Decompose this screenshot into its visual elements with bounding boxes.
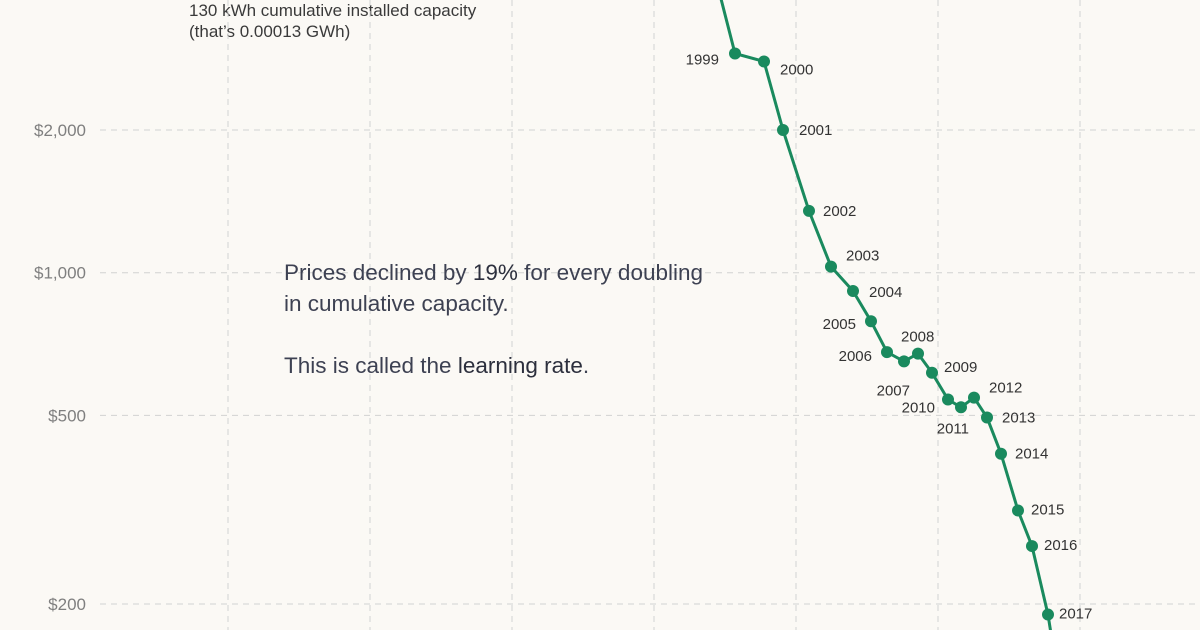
year-label-2013: 2013 [1002,409,1035,426]
year-label-1999: 1999 [686,52,719,69]
year-label-2002: 2002 [823,203,856,220]
year-label-2017: 2017 [1059,606,1092,623]
data-point-2017 [1042,608,1054,621]
data-point-2001 [777,124,789,136]
data-point-2008 [912,347,924,360]
data-point-2010 [942,393,954,406]
data-point-2005 [865,315,877,328]
y-tick-label-0: $2,000 [34,121,86,140]
year-label-2007: 2007 [877,382,910,399]
top-note-line2: (that’s 0.00013 GWh) [189,22,351,41]
data-point-2007 [898,355,910,368]
year-label-2011: 2011 [937,420,969,437]
data-point-2002 [803,204,815,217]
year-label-2014: 2014 [1015,446,1048,463]
data-point-1999 [729,47,741,60]
data-point-2016 [1026,540,1038,553]
y-tick-label-1: $1,000 [34,264,86,283]
data-point-2006 [881,346,893,359]
data-point-2012 [968,391,980,404]
year-label-2016: 2016 [1044,537,1077,554]
annotation-rate-value: 19% [472,260,518,285]
series-line [719,0,1052,630]
data-point-2013 [981,411,993,424]
annotation-line1-suffix: for every doubling [517,260,704,285]
learning-rate-annotation: Prices declined by 19% for every doublin… [284,257,804,412]
data-point-2009 [926,366,938,379]
annotation-paragraph-2: This is called the learning rate. [284,350,804,381]
annotation-learning-rate-term: learning rate [457,353,583,378]
year-label-2001: 2001 [799,122,832,139]
year-label-2006: 2006 [839,348,872,365]
data-point-2004 [847,284,859,297]
data-point-2011 [955,401,967,414]
top-note-line1: 130 kWh cumulative installed capacity [189,1,477,20]
year-label-2009: 2009 [944,359,977,376]
top-note: 130 kWh cumulative installed capacity (t… [189,0,476,42]
year-label-2000: 2000 [780,61,813,78]
data-point-2015 [1012,504,1024,517]
annotation-line3-prefix: This is called the [284,353,458,378]
year-label-2015: 2015 [1031,501,1064,518]
year-label-2012: 2012 [989,380,1022,397]
annotation-line1-prefix: Prices declined by [284,260,473,285]
annotation-line2: in cumulative capacity. [284,291,509,316]
year-label-2010: 2010 [902,400,935,417]
year-label-2004: 2004 [869,284,902,301]
data-point-2014 [995,447,1007,460]
year-label-2005: 2005 [823,316,856,333]
annotation-line3-suffix: . [582,353,590,378]
annotation-paragraph-1: Prices declined by 19% for every doublin… [284,257,804,319]
y-tick-label-2: $500 [48,406,86,425]
year-label-2008: 2008 [901,329,934,346]
y-tick-label-3: $200 [48,595,86,614]
data-point-2003 [825,260,837,273]
data-point-2000 [758,55,770,68]
year-label-2003: 2003 [846,248,879,265]
